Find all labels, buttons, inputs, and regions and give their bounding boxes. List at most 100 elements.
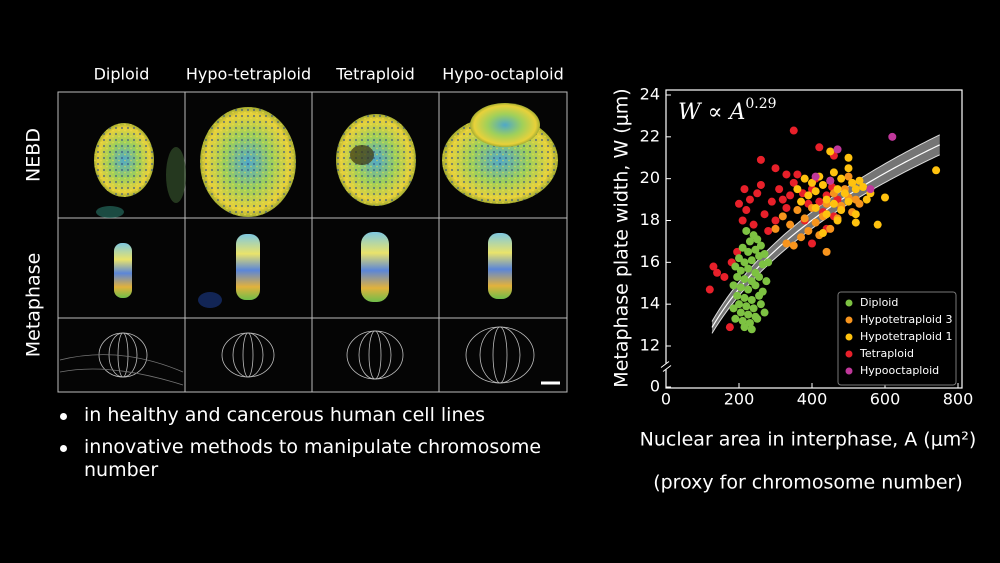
legend-swatch bbox=[845, 316, 853, 324]
point bbox=[733, 247, 742, 256]
point bbox=[744, 247, 753, 256]
point bbox=[740, 275, 749, 284]
legend-swatch bbox=[845, 299, 853, 307]
point bbox=[826, 224, 835, 233]
point bbox=[800, 174, 809, 183]
point bbox=[745, 195, 754, 204]
point bbox=[744, 285, 753, 294]
legend-label: Diploid bbox=[860, 296, 898, 309]
point bbox=[855, 176, 864, 185]
point bbox=[818, 229, 827, 238]
point bbox=[736, 266, 745, 275]
point bbox=[756, 300, 765, 309]
point bbox=[733, 272, 742, 281]
point bbox=[760, 308, 769, 317]
x-tick-label: 200 bbox=[724, 390, 755, 409]
y-tick-label: 16 bbox=[640, 252, 660, 271]
point bbox=[760, 249, 769, 258]
point bbox=[811, 187, 820, 196]
legend-label: Hypotetraploid 3 bbox=[860, 313, 952, 326]
point bbox=[815, 197, 824, 206]
point bbox=[756, 241, 765, 250]
point bbox=[705, 285, 714, 294]
point bbox=[833, 145, 842, 154]
point bbox=[818, 180, 827, 189]
y-tick-label: 12 bbox=[640, 336, 660, 355]
point bbox=[753, 235, 762, 244]
point bbox=[764, 258, 773, 267]
point bbox=[731, 314, 740, 323]
point bbox=[720, 272, 729, 281]
point bbox=[793, 206, 802, 215]
point bbox=[808, 239, 816, 248]
legend-swatch bbox=[845, 350, 853, 358]
point bbox=[844, 164, 853, 173]
y-axis-label: Metaphase plate width, W (μm) bbox=[611, 88, 633, 387]
fit-band bbox=[711, 134, 940, 334]
point bbox=[800, 214, 809, 223]
point bbox=[782, 203, 791, 212]
point bbox=[804, 226, 813, 235]
point bbox=[808, 178, 816, 187]
legend-swatch bbox=[845, 367, 853, 375]
point bbox=[793, 185, 802, 194]
point bbox=[840, 189, 849, 198]
point bbox=[760, 210, 769, 219]
point bbox=[740, 185, 749, 194]
column-label: Tetraploid bbox=[335, 65, 415, 84]
x-tick-label: 400 bbox=[797, 390, 828, 409]
point bbox=[747, 295, 756, 304]
point bbox=[833, 216, 842, 225]
point bbox=[826, 176, 835, 185]
point bbox=[811, 218, 820, 227]
point bbox=[822, 247, 831, 256]
point bbox=[771, 224, 780, 233]
point bbox=[742, 302, 751, 311]
point bbox=[738, 316, 747, 325]
bullet-list: in healthy and cancerous human cell line… bbox=[58, 404, 584, 491]
point bbox=[744, 264, 753, 273]
point bbox=[740, 293, 749, 302]
point bbox=[753, 314, 762, 323]
point bbox=[851, 218, 860, 227]
legend-swatch bbox=[845, 333, 853, 341]
point bbox=[789, 126, 798, 135]
point bbox=[733, 291, 742, 300]
point bbox=[866, 185, 875, 194]
point bbox=[764, 226, 773, 235]
point bbox=[822, 210, 831, 219]
point bbox=[804, 191, 813, 200]
point bbox=[793, 170, 802, 179]
point bbox=[881, 193, 889, 202]
point bbox=[782, 170, 791, 179]
x-axis-note: (proxy for chromosome number) bbox=[653, 472, 963, 494]
legend-label: Hypotetraploid 1 bbox=[860, 330, 952, 343]
point bbox=[782, 239, 791, 248]
point bbox=[736, 283, 745, 292]
point bbox=[811, 203, 820, 212]
point bbox=[731, 262, 740, 271]
point bbox=[762, 277, 771, 286]
x-tick-label: 600 bbox=[870, 390, 901, 409]
point bbox=[745, 237, 754, 246]
point bbox=[756, 180, 765, 189]
point bbox=[848, 178, 857, 187]
point bbox=[749, 304, 758, 313]
point bbox=[736, 308, 745, 317]
point bbox=[859, 183, 868, 192]
y-tick-label: 0 bbox=[650, 377, 660, 396]
legend-box bbox=[837, 291, 957, 386]
point bbox=[789, 178, 798, 187]
point bbox=[789, 241, 798, 250]
y-tick-label: 18 bbox=[640, 210, 660, 229]
panel-labels: Diploid Hypo-tetraploid Tetraploid Hypo-oct… bbox=[23, 65, 564, 358]
point bbox=[797, 233, 806, 242]
point bbox=[837, 174, 846, 183]
column-label: Hypo-octaploid bbox=[442, 65, 563, 84]
point bbox=[775, 185, 784, 194]
y-tick-label: 22 bbox=[640, 126, 660, 145]
annotation-text: W ∝ A bbox=[678, 100, 745, 125]
column-label: Diploid bbox=[94, 65, 150, 84]
